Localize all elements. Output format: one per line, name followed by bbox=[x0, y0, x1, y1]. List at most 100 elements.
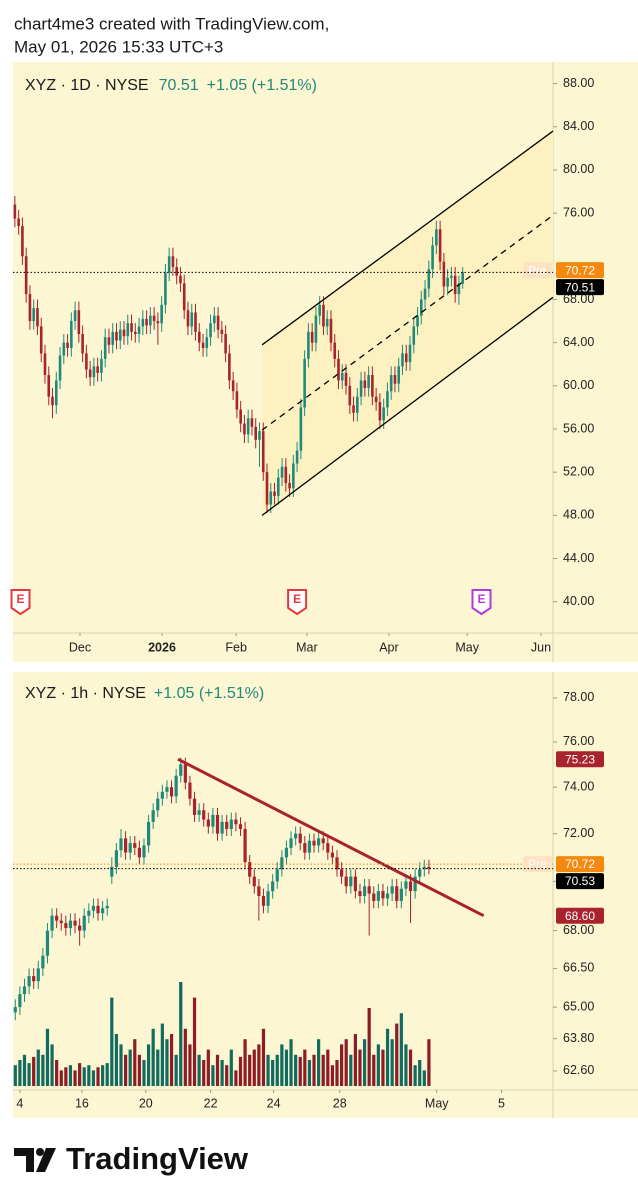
candle-body bbox=[78, 925, 82, 931]
candle-body bbox=[307, 840, 312, 853]
candle-body bbox=[88, 369, 92, 378]
volume-bar bbox=[82, 1067, 86, 1086]
volume-bar bbox=[114, 1034, 119, 1086]
volume-bar bbox=[294, 1054, 298, 1086]
candle-body bbox=[145, 318, 148, 326]
candle-body bbox=[123, 838, 128, 853]
candle-body bbox=[395, 886, 399, 901]
candle-body bbox=[333, 342, 337, 359]
volume-bar bbox=[358, 1049, 362, 1086]
candle-body bbox=[105, 905, 109, 909]
candle-body bbox=[165, 787, 169, 792]
candle-body bbox=[126, 323, 130, 337]
candle-body bbox=[39, 326, 43, 354]
volume-bar bbox=[225, 1065, 229, 1086]
candle-body bbox=[382, 407, 385, 421]
volume-bar bbox=[326, 1049, 330, 1086]
candle-body bbox=[322, 304, 325, 327]
x-tick-label: Dec bbox=[69, 640, 91, 654]
event-marker bbox=[287, 589, 308, 616]
change: +1.05 (+1.51%) bbox=[154, 685, 264, 702]
y-tick-label: 63.80 bbox=[563, 1031, 594, 1045]
candle-body bbox=[130, 323, 133, 332]
candle-body bbox=[73, 920, 77, 926]
candle-body bbox=[192, 798, 197, 815]
candle-body bbox=[254, 426, 258, 440]
volume-bar bbox=[174, 1054, 178, 1086]
volume-bar bbox=[298, 1056, 302, 1086]
candle-body bbox=[298, 833, 302, 844]
price-tag-box bbox=[556, 279, 604, 296]
candle-body bbox=[381, 891, 385, 899]
candle-body bbox=[13, 204, 17, 219]
candle-body bbox=[261, 896, 266, 906]
candle-body bbox=[32, 976, 36, 982]
candle-body bbox=[96, 366, 99, 373]
volume-bar bbox=[303, 1049, 307, 1086]
candle-body bbox=[314, 315, 318, 343]
candle-body bbox=[408, 344, 412, 363]
volume-bar bbox=[45, 1028, 50, 1086]
candle-body bbox=[160, 791, 164, 799]
candle-body bbox=[356, 396, 359, 413]
candle-body bbox=[197, 810, 201, 815]
volume-bar bbox=[243, 1039, 247, 1086]
volume-bar bbox=[32, 1056, 36, 1086]
candle-body bbox=[77, 310, 81, 335]
bottom-pane bbox=[13, 672, 638, 1118]
candle-body bbox=[175, 267, 178, 276]
price-tag-box bbox=[556, 907, 604, 924]
volume-bar bbox=[335, 1060, 339, 1086]
candle-body bbox=[51, 396, 54, 406]
candle-body bbox=[303, 843, 307, 853]
header-line: May 01, 2026 15:33 UTC+3 bbox=[14, 37, 223, 56]
candle-body bbox=[13, 1007, 17, 1013]
candle-body bbox=[288, 482, 291, 489]
volume-bar bbox=[390, 1039, 394, 1086]
candle-body bbox=[284, 466, 288, 483]
candle-body bbox=[353, 876, 357, 892]
volume-bar bbox=[128, 1049, 132, 1086]
candle-body bbox=[110, 866, 114, 877]
candle-body bbox=[292, 463, 295, 489]
x-tick-label: Feb bbox=[225, 640, 247, 654]
volume-bar bbox=[91, 1070, 96, 1086]
candle-body bbox=[220, 329, 224, 335]
candle-body bbox=[423, 288, 427, 300]
candle-body bbox=[55, 915, 59, 921]
candle-body bbox=[412, 326, 416, 345]
candle-body bbox=[43, 353, 47, 376]
candle-body bbox=[295, 450, 299, 464]
volume-bar bbox=[248, 1054, 252, 1086]
volume-bar bbox=[133, 1039, 137, 1086]
volume-bar bbox=[142, 1060, 146, 1086]
event-marker-label: E bbox=[477, 592, 485, 606]
volume-bar bbox=[312, 1054, 316, 1086]
candle-body bbox=[349, 876, 353, 887]
volume-bar bbox=[418, 1060, 422, 1086]
volume-bar bbox=[151, 1028, 155, 1086]
candle-body bbox=[404, 881, 408, 889]
brand-logo bbox=[14, 1148, 56, 1172]
candle-body bbox=[284, 847, 289, 858]
event-marker-label: E bbox=[17, 592, 25, 606]
candle-body bbox=[318, 304, 321, 316]
y-tick-label: 62.60 bbox=[563, 1063, 594, 1077]
candle-body bbox=[408, 881, 413, 892]
event-marker-label: E bbox=[293, 592, 301, 606]
y-tick-label: 68.00 bbox=[563, 292, 594, 306]
candle-body bbox=[91, 905, 96, 911]
candle-body bbox=[461, 272, 464, 284]
candle-body bbox=[413, 876, 417, 892]
candle-body bbox=[359, 380, 363, 397]
candle-body bbox=[238, 824, 243, 829]
candle-body bbox=[453, 275, 457, 295]
y-tick-label: 44.00 bbox=[563, 551, 594, 565]
candle-body bbox=[205, 337, 209, 349]
candle-body bbox=[344, 372, 348, 386]
volume-bar bbox=[188, 1044, 192, 1086]
pane-background bbox=[13, 672, 638, 1118]
volume-bar bbox=[59, 1070, 63, 1086]
volume-bar bbox=[367, 1008, 371, 1086]
candle-body bbox=[358, 891, 362, 897]
